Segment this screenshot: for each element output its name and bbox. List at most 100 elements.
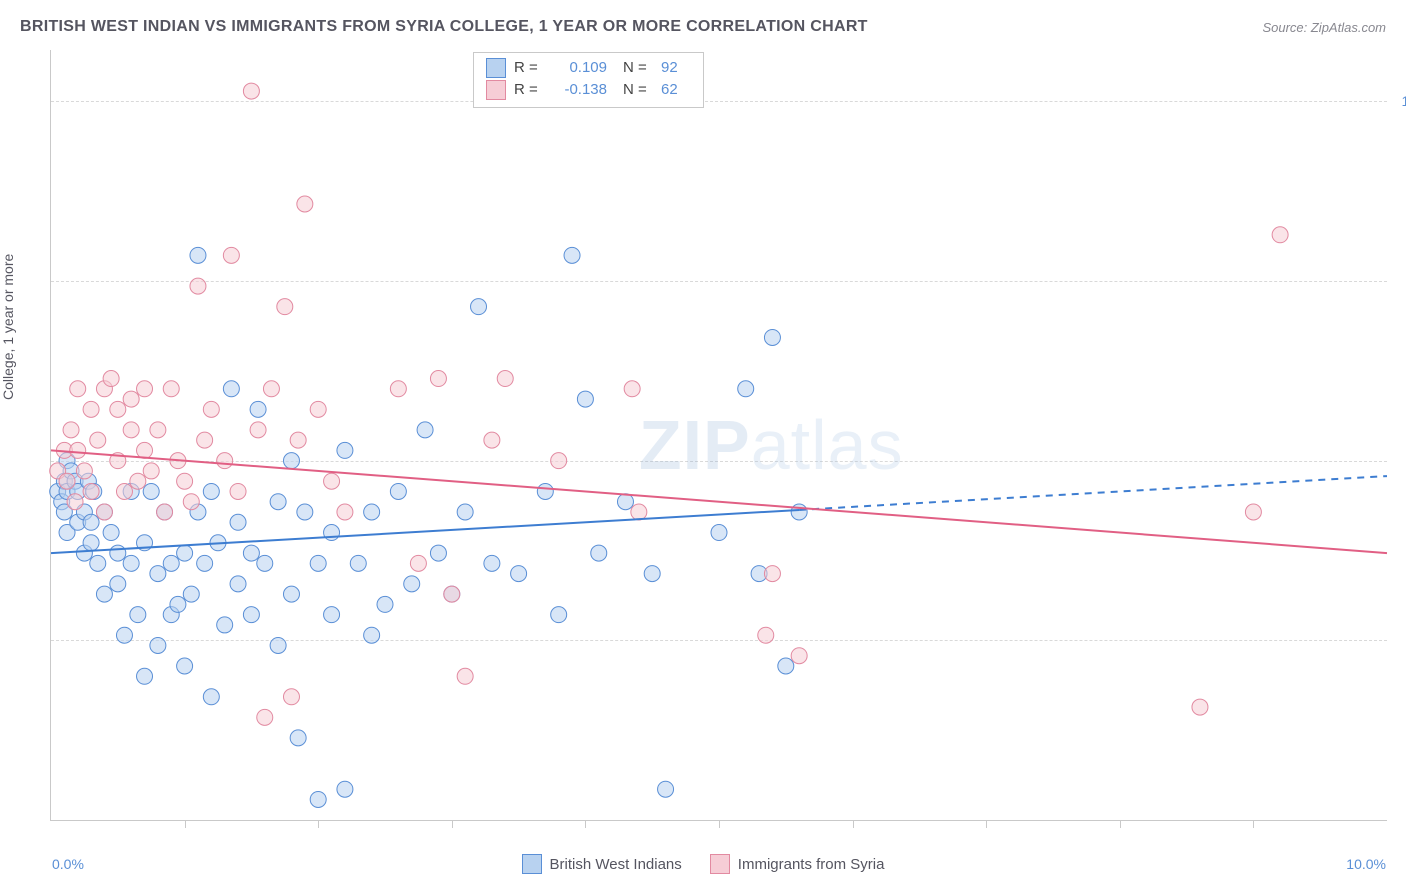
data-point bbox=[230, 514, 246, 530]
data-point bbox=[110, 545, 126, 561]
data-point bbox=[283, 689, 299, 705]
data-point bbox=[123, 422, 139, 438]
n-label: N = bbox=[623, 79, 653, 101]
r-label: R = bbox=[514, 79, 544, 101]
data-point bbox=[170, 596, 186, 612]
data-point bbox=[324, 473, 340, 489]
data-point bbox=[217, 617, 233, 633]
legend-stat-row: R = -0.138 N = 62 bbox=[486, 79, 691, 101]
data-point bbox=[123, 555, 139, 571]
data-point bbox=[764, 329, 780, 345]
data-point bbox=[277, 299, 293, 315]
data-point bbox=[59, 473, 75, 489]
data-point bbox=[430, 371, 446, 387]
x-tick bbox=[1253, 820, 1254, 828]
series-legend: British West IndiansImmigrants from Syri… bbox=[0, 854, 1406, 874]
data-point bbox=[350, 555, 366, 571]
data-point bbox=[484, 555, 500, 571]
data-point bbox=[337, 504, 353, 520]
data-point bbox=[183, 494, 199, 510]
chart-source: Source: ZipAtlas.com bbox=[1262, 20, 1386, 35]
data-point bbox=[471, 299, 487, 315]
x-tick bbox=[452, 820, 453, 828]
r-value: 0.109 bbox=[552, 57, 607, 79]
data-point bbox=[457, 504, 473, 520]
data-point bbox=[404, 576, 420, 592]
data-point bbox=[257, 709, 273, 725]
data-point bbox=[337, 442, 353, 458]
n-value: 62 bbox=[661, 79, 691, 101]
data-point bbox=[484, 432, 500, 448]
data-point bbox=[551, 607, 567, 623]
data-point bbox=[337, 781, 353, 797]
legend-item: Immigrants from Syria bbox=[710, 854, 885, 874]
data-point bbox=[137, 442, 153, 458]
data-point bbox=[430, 545, 446, 561]
legend-label: Immigrants from Syria bbox=[738, 856, 885, 873]
data-point bbox=[738, 381, 754, 397]
data-point bbox=[223, 247, 239, 263]
legend-stat-row: R =0.109N =92 bbox=[486, 57, 691, 79]
data-point bbox=[230, 576, 246, 592]
x-tick bbox=[585, 820, 586, 828]
data-point bbox=[310, 401, 326, 417]
data-point bbox=[183, 586, 199, 602]
y-axis-label: College, 1 year or more bbox=[0, 254, 16, 400]
x-tick bbox=[719, 820, 720, 828]
data-point bbox=[263, 381, 279, 397]
data-point bbox=[63, 422, 79, 438]
legend-swatch bbox=[522, 854, 542, 874]
data-point bbox=[130, 607, 146, 623]
data-point bbox=[177, 658, 193, 674]
data-point bbox=[310, 791, 326, 807]
data-point bbox=[243, 545, 259, 561]
regression-line bbox=[799, 476, 1387, 510]
data-point bbox=[197, 555, 213, 571]
data-point bbox=[177, 473, 193, 489]
data-point bbox=[631, 504, 647, 520]
data-point bbox=[537, 483, 553, 499]
data-point bbox=[1192, 699, 1208, 715]
data-point bbox=[70, 381, 86, 397]
data-point bbox=[644, 566, 660, 582]
data-point bbox=[177, 545, 193, 561]
data-point bbox=[658, 781, 674, 797]
data-point bbox=[163, 381, 179, 397]
data-point bbox=[116, 483, 132, 499]
data-point bbox=[96, 504, 112, 520]
data-point bbox=[457, 668, 473, 684]
data-point bbox=[624, 381, 640, 397]
data-point bbox=[290, 730, 306, 746]
data-point bbox=[230, 483, 246, 499]
data-point bbox=[197, 432, 213, 448]
data-point bbox=[70, 442, 86, 458]
x-tick bbox=[986, 820, 987, 828]
data-point bbox=[223, 381, 239, 397]
data-point bbox=[190, 247, 206, 263]
data-point bbox=[150, 566, 166, 582]
data-point bbox=[297, 196, 313, 212]
data-point bbox=[791, 648, 807, 664]
data-point bbox=[711, 525, 727, 541]
correlation-legend: R =0.109N =92R =-0.138N =62 bbox=[473, 52, 704, 108]
n-label: N = bbox=[623, 57, 653, 79]
data-point bbox=[791, 504, 807, 520]
data-point bbox=[137, 381, 153, 397]
r-label: R = bbox=[514, 57, 544, 79]
data-point bbox=[96, 586, 112, 602]
data-point bbox=[758, 627, 774, 643]
data-point bbox=[324, 607, 340, 623]
data-point bbox=[364, 627, 380, 643]
data-point bbox=[203, 401, 219, 417]
data-point bbox=[511, 566, 527, 582]
data-point bbox=[90, 432, 106, 448]
data-point bbox=[283, 586, 299, 602]
data-point bbox=[270, 637, 286, 653]
x-tick bbox=[1120, 820, 1121, 828]
data-point bbox=[203, 689, 219, 705]
chart-title: BRITISH WEST INDIAN VS IMMIGRANTS FROM S… bbox=[20, 18, 868, 36]
r-value: -0.138 bbox=[552, 79, 607, 101]
data-point bbox=[250, 422, 266, 438]
data-point bbox=[90, 555, 106, 571]
data-point bbox=[564, 247, 580, 263]
